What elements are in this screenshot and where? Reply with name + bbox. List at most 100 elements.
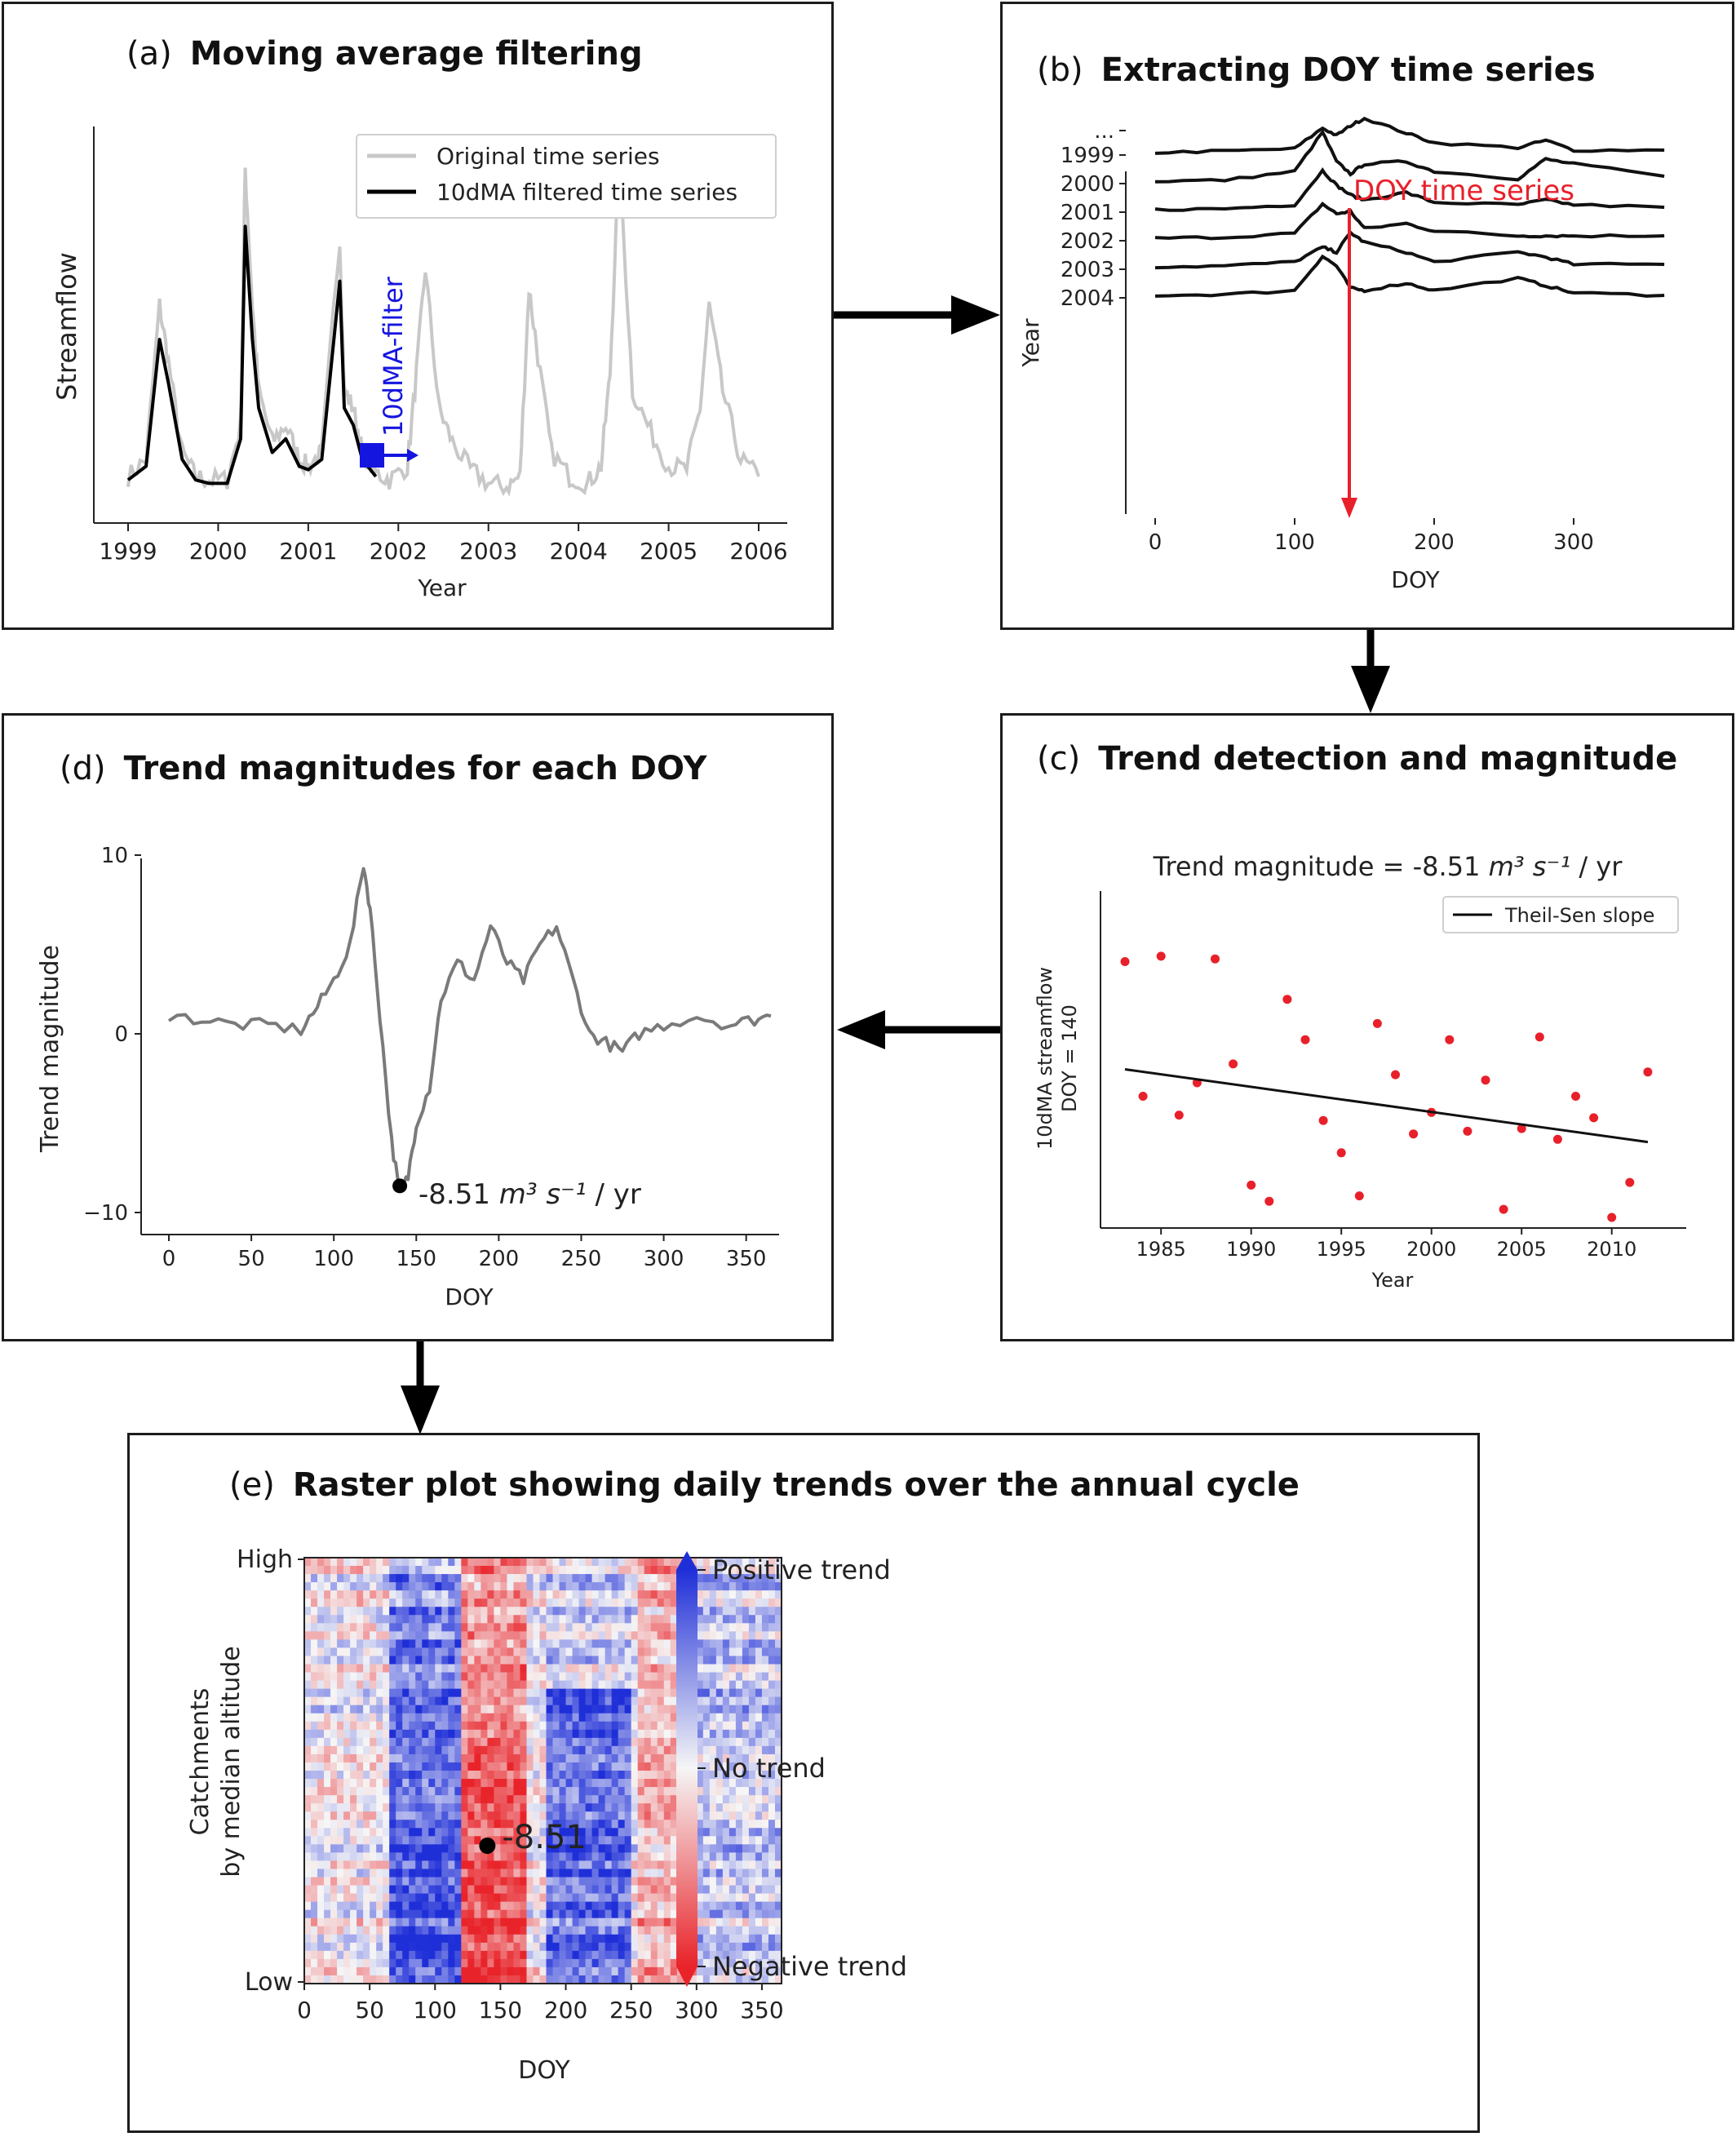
raster-cell <box>474 1975 481 1984</box>
raster-cell <box>728 1787 737 1796</box>
raster-cell <box>748 1942 756 1952</box>
raster-cell <box>715 1753 724 1763</box>
raster-cell <box>715 1721 724 1731</box>
raster-cell <box>330 1901 338 1911</box>
raster-cell <box>343 1893 351 1903</box>
raster-cell <box>356 1901 364 1911</box>
raster-cell <box>598 1615 606 1624</box>
data-point <box>1247 1180 1256 1190</box>
raster-cell <box>500 1737 508 1747</box>
raster-cell <box>396 1869 403 1878</box>
raster-cell <box>383 1926 390 1935</box>
raster-cell <box>480 1615 488 1624</box>
raster-cell <box>370 1566 377 1575</box>
raster-cell <box>441 1590 449 1599</box>
raster-cell <box>402 1631 410 1640</box>
raster-cell <box>370 1615 377 1624</box>
raster-cell <box>526 1705 534 1714</box>
raster-cell <box>461 1696 468 1706</box>
raster-cell <box>552 1713 560 1722</box>
raster-cell <box>670 1918 678 1927</box>
raster-cell <box>396 1958 403 1968</box>
raster-cell <box>598 1975 606 1984</box>
raster-cell <box>670 1623 678 1632</box>
raster-cell <box>356 1803 364 1812</box>
raster-cell <box>324 1574 331 1583</box>
raster-cell <box>402 1753 410 1763</box>
raster-cell <box>611 1623 619 1632</box>
raster-cell <box>722 1590 730 1599</box>
raster-cell <box>383 1836 390 1845</box>
data-point <box>1589 1113 1599 1123</box>
raster-cell <box>611 1713 619 1722</box>
raster-cell <box>644 1631 652 1640</box>
raster-cell <box>728 1828 737 1837</box>
raster-cell <box>396 1582 403 1591</box>
raster-cell <box>415 1688 423 1698</box>
raster-cell <box>533 1737 541 1747</box>
raster-cell <box>376 1753 383 1763</box>
raster-cell <box>637 1828 645 1837</box>
raster-cell <box>715 1828 724 1837</box>
raster-cell <box>513 1574 521 1583</box>
raster-cell <box>520 1836 528 1845</box>
raster-cell <box>507 1779 515 1788</box>
raster-cell <box>363 1779 370 1788</box>
raster-cell <box>487 1713 494 1722</box>
raster-cell <box>768 1631 776 1640</box>
raster-cell <box>415 1672 423 1682</box>
raster-cell <box>624 1787 632 1796</box>
raster-cell <box>709 1836 717 1845</box>
raster-cell <box>663 1558 671 1567</box>
raster-cell <box>330 1672 338 1682</box>
raster-cell <box>585 1918 593 1927</box>
y-axis-label: Catchments by median altitude <box>186 1646 246 1877</box>
raster-cell <box>389 1844 396 1853</box>
raster-cell <box>748 1836 756 1845</box>
raster-cell <box>611 1590 619 1599</box>
raster-cell <box>657 1713 665 1722</box>
raster-cell <box>768 1656 776 1665</box>
raster-cell <box>461 1852 468 1862</box>
raster-cell <box>670 1852 678 1862</box>
raster-cell <box>559 1607 567 1616</box>
raster-cell <box>624 1688 632 1698</box>
raster-cell <box>396 1942 403 1952</box>
raster-cell <box>487 1647 494 1657</box>
raster-cell <box>611 1631 619 1640</box>
raster-cell <box>604 1893 613 1903</box>
raster-cell <box>500 1958 508 1968</box>
raster-cell <box>507 1762 515 1771</box>
raster-cell <box>507 1795 515 1804</box>
raster-cell <box>317 1753 325 1763</box>
raster-cell <box>337 1844 344 1853</box>
raster-cell <box>494 1598 502 1607</box>
raster-cell <box>722 1860 730 1870</box>
raster-cell <box>409 1828 416 1837</box>
raster-cell <box>343 1901 351 1911</box>
raster-cell <box>350 1885 357 1895</box>
raster-cell <box>559 1958 567 1968</box>
raster-cell <box>637 1590 645 1599</box>
raster-cell <box>461 1705 468 1714</box>
raster-cell <box>461 1901 468 1911</box>
raster-cell <box>487 1918 494 1927</box>
data-point <box>1282 995 1292 1004</box>
raster-cell <box>526 1729 534 1739</box>
raster-cell <box>742 1713 750 1722</box>
raster-cell <box>644 1918 652 1927</box>
raster-cell <box>428 1852 436 1862</box>
raster-cell <box>728 1713 737 1722</box>
raster-cell <box>435 1893 442 1903</box>
raster-cell <box>507 1598 515 1607</box>
raster-cell <box>552 1885 560 1895</box>
raster-cell <box>454 1836 462 1845</box>
raster-cell <box>657 1926 665 1935</box>
raster-cell <box>572 1672 580 1682</box>
raster-cell <box>670 1975 678 1984</box>
raster-cell <box>735 1729 743 1739</box>
raster-cell <box>709 1737 717 1747</box>
raster-cell <box>480 1656 488 1665</box>
raster-cell <box>389 1631 396 1640</box>
raster-cell <box>330 1558 338 1567</box>
